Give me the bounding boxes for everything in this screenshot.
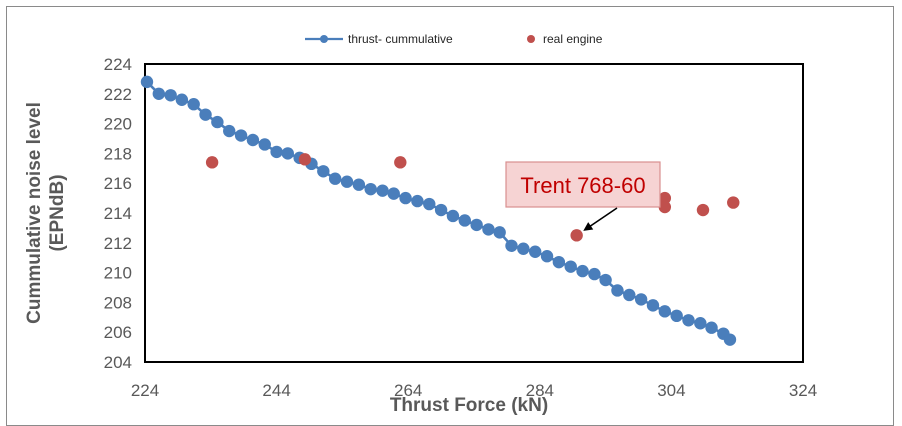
y-tick-label: 210 [104,264,132,283]
data-point-thrust-cummulative [246,133,260,147]
data-point-thrust-cummulative [458,214,471,227]
y-tick-label: 222 [104,85,132,104]
data-point-thrust-cummulative [234,129,248,142]
y-axis-title-line-2: (EPNdB) [47,174,68,251]
annotation-box [505,161,661,208]
data-point-thrust-cummulative [387,187,400,200]
data-point-thrust-cummulative [517,242,530,255]
data-point-thrust-cummulative [658,305,672,318]
data-point-thrust-cummulative [364,182,377,196]
data-point-thrust-cummulative [588,267,601,281]
data-point-thrust-cummulative [611,284,624,297]
data-point-thrust-cummulative [705,321,718,334]
y-tick-label: 212 [104,234,132,253]
data-point-thrust-cummulative [140,75,154,89]
data-point-thrust-cummulative [199,108,212,121]
data-point-thrust-cummulative [646,299,660,312]
data-point-thrust-cummulative [411,194,424,208]
data-point-thrust-cummulative [399,191,412,205]
data-point-thrust-cummulative [211,115,224,129]
data-point-thrust-cummulative [723,333,737,346]
y-tick-label: 220 [104,115,132,134]
data-point-thrust-cummulative [317,165,330,178]
data-point-thrust-cummulative [540,250,554,263]
legend-label-thrust-cummulative: thrust- cummulative [348,32,453,46]
y-tick-label: 216 [104,174,132,193]
data-point-thrust-cummulative [552,255,566,269]
data-point-thrust-cummulative [564,260,577,273]
data-point-thrust-cummulative [376,184,389,197]
data-point-thrust-cummulative [281,147,294,160]
y-axis-tick-labels: 204 206 208 210 212 214 216 218 220 222 224 [104,55,132,372]
data-point-thrust-cummulative [446,209,460,223]
data-point-thrust-cummulative [670,309,683,323]
data-point-real-engine [727,196,740,209]
data-points [140,75,740,346]
data-point-real-engine [658,200,672,214]
data-point-real-engine [696,203,710,217]
data-point-thrust-cummulative [423,197,436,211]
y-tick-label: 204 [104,353,132,372]
data-point-thrust-cummulative [528,245,542,258]
data-point-thrust-cummulative [258,138,271,151]
data-point-thrust-cummulative [682,314,695,327]
y-tick-label: 224 [104,55,132,74]
data-point-real-engine [570,229,583,242]
legend: thrust- cummulative real engine [305,32,603,46]
legend-marker-thrust-cummulative [320,35,328,43]
y-tick-label: 206 [104,323,132,342]
data-point-thrust-cummulative [352,178,366,191]
data-point-thrust-cummulative [505,239,518,252]
data-point-thrust-cummulative [694,317,707,330]
data-point-thrust-cummulative [470,218,483,232]
data-point-thrust-cummulative [175,93,189,106]
data-point-thrust-cummulative [576,264,589,278]
annotation-callout: Trent 768-60 [505,161,661,231]
y-axis-title-line-1: Cummulative noise level [24,102,45,324]
x-tick-label: 304 [657,381,685,400]
data-point-thrust-cummulative [599,273,612,287]
data-point-thrust-cummulative [340,175,354,188]
data-point-thrust-cummulative [164,89,177,102]
data-point-real-engine [658,191,672,205]
data-point-thrust-cummulative [482,223,495,236]
annotation-arrowhead [583,222,594,231]
x-tick-label: 264 [394,381,422,400]
data-point-real-engine [205,156,219,169]
x-tick-label: 284 [526,381,554,400]
x-tick-label: 224 [131,381,159,400]
annotation-arrow [587,207,618,229]
x-axis-tick-labels: 224 244 264 284 304 324 [131,381,817,400]
data-point-real-engine [298,153,312,166]
data-point-thrust-cummulative [623,288,636,302]
chart-canvas: thrust- cummulative real engine 20420620… [24,32,817,416]
y-tick-label: 214 [104,204,132,223]
data-point-thrust-cummulative [493,226,506,239]
x-tick-label: 324 [789,381,817,400]
data-point-thrust-cummulative [152,87,166,101]
data-point-real-engine [394,156,407,169]
x-tick-label: 244 [262,381,290,400]
legend-label-real-engine: real engine [543,32,603,46]
data-point-thrust-cummulative [434,203,448,217]
chart-frame: thrust- cummulative real engine 204 206 20… [6,6,894,426]
data-point-thrust-cummulative [634,293,648,306]
annotation-label: Trent 768-60 [520,173,645,198]
data-point-thrust-cummulative [223,124,236,138]
data-point-thrust-cummulative [187,98,200,111]
x-axis-title: Thrust Force (kN) [390,395,548,416]
data-point-thrust-cummulative [270,145,283,159]
plot-area [144,63,804,363]
legend-marker-real-engine [527,35,535,43]
data-point-thrust-cummulative [328,172,342,185]
y-tick-label: 218 [104,144,132,163]
y-tick-label: 208 [104,293,132,312]
